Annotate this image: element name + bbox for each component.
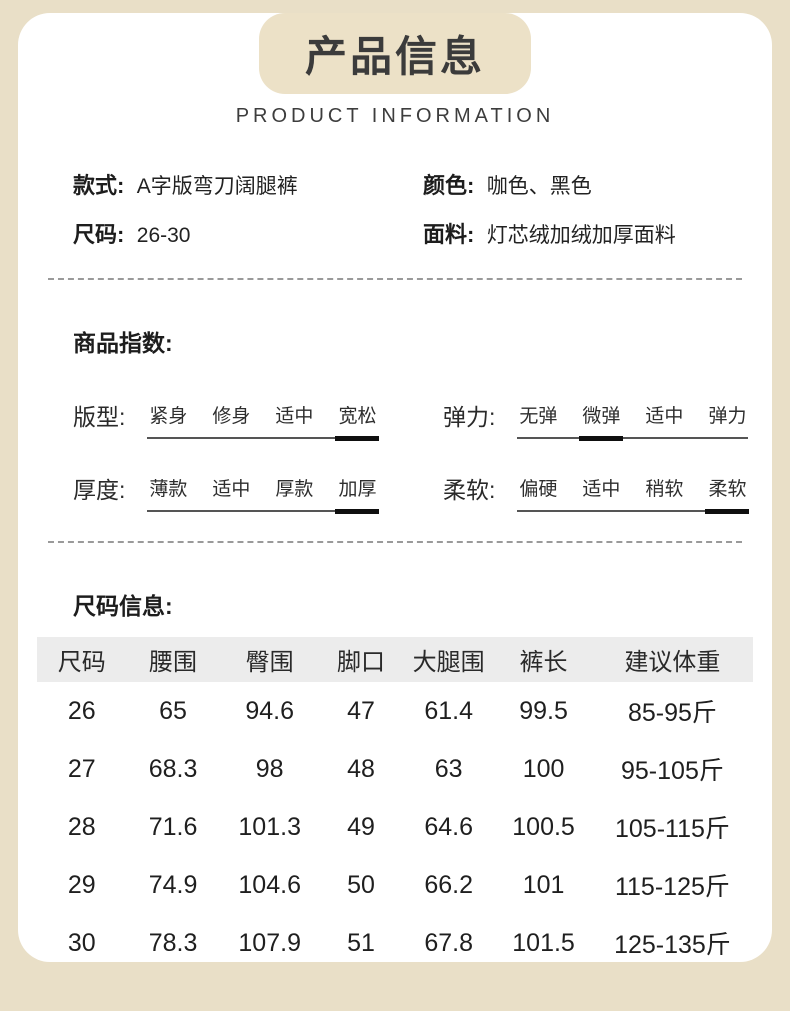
cell-thigh: 61.4 — [424, 696, 474, 725]
scale-option: 薄款 — [149, 479, 188, 500]
cell-length: 100 — [522, 754, 565, 783]
cell-thigh: 66.2 — [424, 870, 474, 899]
detail-size-label: 尺码: — [73, 222, 125, 247]
cell-hip: 101.3 — [238, 812, 301, 841]
scale-softness-label: 柔软: — [443, 477, 496, 503]
cell-waist: 65 — [159, 696, 187, 725]
scale-elasticity-label: 弹力: — [443, 404, 496, 430]
cell-weight: 105-115斤 — [614, 815, 730, 843]
cell-size: 29 — [67, 870, 96, 899]
product-info-card: 产品信息 PRODUCT INFORMATION 款式: A字版弯刀阔腿裤 颜色… — [18, 13, 772, 962]
scale-elasticity: 弹力: 无弹 微弹 适中 弹力 — [443, 398, 749, 441]
cell-hip: 98 — [255, 754, 284, 783]
cell-thigh: 67.8 — [424, 928, 474, 957]
detail-color-value: 咖色、黑色 — [486, 175, 592, 198]
cell-leg-opening: 49 — [347, 812, 375, 841]
col-header-size: 尺码 — [37, 637, 127, 682]
size-table-header-row: 尺码 腰围 臀围 脚口 大腿围 裤长 建议体重 — [37, 637, 753, 682]
scale-thickness-options: 薄款 适中 厚款 加厚 — [147, 471, 380, 514]
cell-length: 101.5 — [512, 928, 575, 957]
col-header-waist: 腰围 — [126, 637, 220, 682]
scale-option: 无弹 — [519, 406, 558, 427]
col-header-weight: 建议体重 — [591, 637, 753, 682]
scale-option: 厚款 — [275, 479, 314, 500]
cell-waist: 71.6 — [148, 812, 198, 841]
product-details: 款式: A字版弯刀阔腿裤 颜色: 咖色、黑色 尺码: 26-30 面料: 灯芯绒… — [73, 168, 742, 249]
scale-option: 适中 — [212, 479, 251, 500]
scale-option: 偏硬 — [519, 479, 558, 500]
cell-length: 101 — [522, 870, 565, 899]
cell-length: 100.5 — [512, 812, 575, 841]
cell-leg-opening: 50 — [347, 870, 375, 899]
col-header-thigh: 大腿围 — [402, 637, 496, 682]
scale-option-selected: 加厚 — [335, 474, 380, 514]
scale-option-selected: 微弹 — [579, 401, 624, 441]
col-header-leg-opening: 脚口 — [319, 637, 403, 682]
col-header-hip: 臀围 — [219, 637, 320, 682]
detail-color-label: 颜色: — [423, 173, 475, 198]
scale-option: 适中 — [275, 406, 314, 427]
detail-fabric-label: 面料: — [423, 222, 475, 247]
table-row: 26 65 94.6 47 61.4 99.5 85-95斤 — [37, 682, 753, 740]
scale-fit-label: 版型: — [73, 404, 126, 430]
scale-fit-options: 紧身 修身 适中 宽松 — [147, 398, 380, 441]
size-table: 尺码 腰围 臀围 脚口 大腿围 裤长 建议体重 26 65 94.6 47 61… — [37, 637, 753, 972]
scale-option: 适中 — [582, 479, 621, 500]
cell-waist: 78.3 — [148, 928, 198, 957]
cell-length: 99.5 — [519, 696, 568, 725]
cell-waist: 68.3 — [148, 754, 198, 783]
cell-size: 27 — [67, 754, 96, 783]
divider — [48, 278, 742, 280]
cell-size: 26 — [67, 696, 96, 725]
divider — [48, 541, 742, 543]
cell-thigh: 64.6 — [424, 812, 474, 841]
scale-thickness: 厚度: 薄款 适中 厚款 加厚 — [73, 471, 443, 514]
table-row: 30 78.3 107.9 51 67.8 101.5 125-135斤 — [37, 914, 753, 972]
cell-hip: 94.6 — [245, 696, 295, 725]
scale-option: 适中 — [645, 406, 684, 427]
cell-thigh: 63 — [434, 754, 463, 783]
scale-option: 稍软 — [645, 479, 684, 500]
cell-size: 28 — [67, 812, 96, 841]
page-title: 产品信息 — [304, 33, 485, 80]
scale-softness: 柔软: 偏硬 适中 稍软 柔软 — [443, 471, 750, 514]
scale-elasticity-options: 无弹 微弹 适中 弹力 — [517, 398, 749, 441]
detail-style-label: 款式: — [73, 173, 125, 198]
detail-size-value: 26-30 — [136, 224, 191, 247]
detail-size: 尺码: 26-30 — [73, 217, 423, 249]
scale-thickness-label: 厚度: — [73, 477, 126, 503]
cell-leg-opening: 47 — [347, 696, 375, 725]
table-row: 27 68.3 98 48 63 100 95-105斤 — [37, 740, 753, 798]
scale-option-selected: 宽松 — [335, 401, 380, 441]
size-section-heading: 尺码信息: — [73, 593, 173, 619]
cell-weight: 115-125斤 — [614, 873, 730, 901]
table-row: 28 71.6 101.3 49 64.6 100.5 105-115斤 — [37, 798, 753, 856]
scale-option: 修身 — [212, 406, 251, 427]
product-index-scales: 版型: 紧身 修身 适中 宽松 弹力: 无弹 微弹 适中 弹力 厚度: 薄款 适… — [73, 398, 750, 514]
detail-fabric-value: 灯芯绒加绒加厚面料 — [486, 224, 676, 247]
cell-size: 30 — [67, 928, 96, 957]
cell-hip: 107.9 — [238, 928, 301, 957]
scale-fit: 版型: 紧身 修身 适中 宽松 — [73, 398, 443, 441]
scale-option: 弹力 — [708, 406, 747, 427]
cell-weight: 85-95斤 — [627, 699, 717, 727]
detail-color: 颜色: 咖色、黑色 — [423, 168, 742, 200]
cell-hip: 104.6 — [238, 870, 301, 899]
cell-weight: 95-105斤 — [621, 757, 724, 785]
scale-softness-options: 偏硬 适中 稍软 柔软 — [517, 471, 750, 514]
cell-leg-opening: 51 — [347, 928, 375, 957]
table-row: 29 74.9 104.6 50 66.2 101 115-125斤 — [37, 856, 753, 914]
cell-leg-opening: 48 — [347, 754, 375, 783]
detail-style-value: A字版弯刀阔腿裤 — [136, 175, 298, 198]
detail-fabric: 面料: 灯芯绒加绒加厚面料 — [423, 217, 742, 249]
col-header-length: 裤长 — [495, 637, 592, 682]
cell-waist: 74.9 — [148, 870, 198, 899]
cell-weight: 125-135斤 — [614, 931, 731, 959]
index-section-heading: 商品指数: — [73, 330, 173, 356]
detail-style: 款式: A字版弯刀阔腿裤 — [73, 168, 423, 200]
scale-option: 紧身 — [149, 406, 188, 427]
title-badge: 产品信息 — [259, 13, 531, 94]
page-subtitle: PRODUCT INFORMATION — [235, 105, 555, 127]
scale-option-selected: 柔软 — [705, 474, 750, 514]
